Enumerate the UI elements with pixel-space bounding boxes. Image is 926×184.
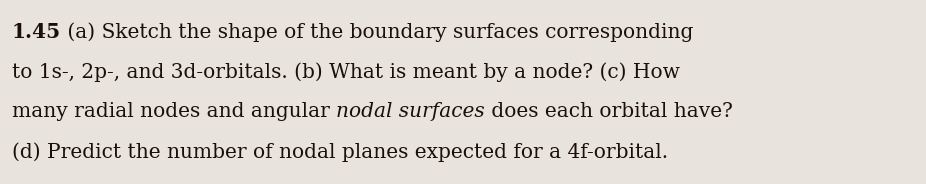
Text: (d) Predict the number of nodal planes expected for a 4f-orbital.: (d) Predict the number of nodal planes e… — [12, 142, 669, 162]
Text: (a) Sketch the shape of the boundary surfaces corresponding: (a) Sketch the shape of the boundary sur… — [61, 22, 694, 42]
Text: to 1s-, 2p-, and 3d-orbitals. (b) What is meant by a node? (c) How: to 1s-, 2p-, and 3d-orbitals. (b) What i… — [12, 62, 680, 82]
Text: nodal surfaces: nodal surfaces — [336, 102, 485, 121]
Text: 1.45: 1.45 — [12, 22, 61, 42]
Text: many radial nodes and angular: many radial nodes and angular — [12, 102, 336, 121]
Text: does each orbital have?: does each orbital have? — [485, 102, 732, 121]
